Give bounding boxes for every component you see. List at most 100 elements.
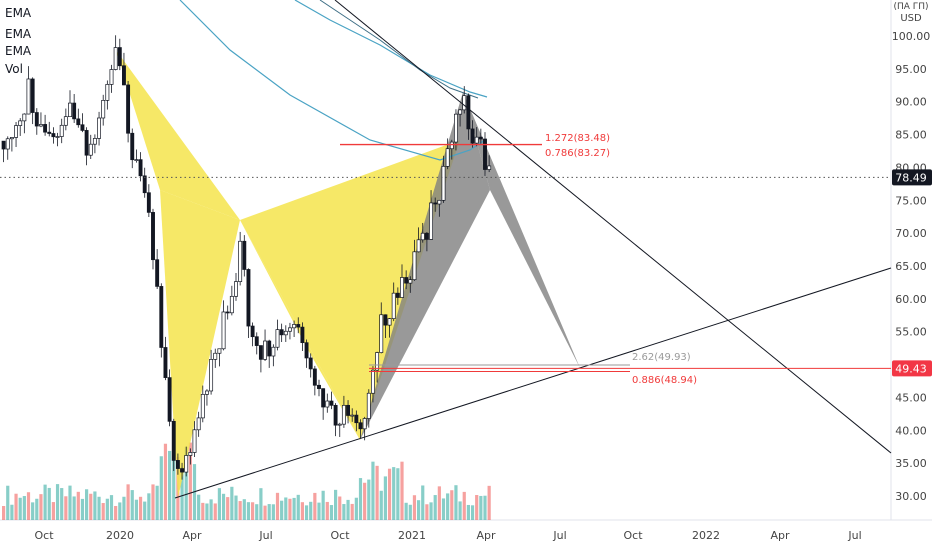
candle — [146, 184, 151, 218]
volume-bar — [80, 498, 85, 520]
volume-bar — [118, 502, 122, 520]
volume-bar — [14, 493, 18, 520]
candle-body — [308, 357, 313, 370]
volume-bar — [446, 493, 450, 520]
candle-body — [329, 400, 334, 406]
candle-body — [134, 159, 139, 161]
candle-body — [26, 78, 31, 115]
candle-body — [146, 192, 151, 213]
candle — [258, 345, 263, 373]
candle-body — [188, 452, 193, 456]
candle-body — [192, 429, 197, 453]
candle — [254, 332, 259, 355]
candle-body — [234, 281, 238, 297]
volume-bar — [358, 478, 363, 520]
x-tick-label: Oct — [34, 529, 54, 542]
legend-ema-2[interactable]: EMA — [5, 27, 32, 41]
candle — [30, 77, 35, 125]
candle — [22, 113, 27, 134]
candle — [217, 348, 222, 367]
current-price-badge[interactable]: 78.49 — [892, 169, 932, 186]
candles — [1, 35, 492, 480]
candle-body — [383, 314, 388, 326]
candle-body — [209, 359, 214, 392]
candle — [458, 109, 463, 127]
current-price-value: 78.49 — [895, 171, 927, 184]
candle — [171, 418, 176, 472]
candle — [263, 329, 268, 362]
volume-bar — [396, 468, 400, 520]
price-axis-area[interactable] — [891, 0, 932, 520]
candle — [76, 108, 81, 128]
candle — [379, 302, 384, 354]
candle-body — [43, 124, 48, 133]
candle — [478, 128, 483, 144]
candle — [151, 208, 155, 270]
candle — [213, 348, 218, 368]
candle-body — [113, 47, 118, 70]
ema-long-line — [179, 0, 486, 161]
candle-body — [258, 345, 263, 360]
candle-body — [375, 352, 380, 371]
candle — [470, 120, 475, 148]
candle-body — [34, 112, 39, 127]
ema-lines — [179, 0, 488, 161]
candle — [238, 231, 243, 286]
candle-body — [225, 311, 230, 314]
x-tick-label: 2022 — [692, 529, 720, 542]
candle-body — [254, 336, 259, 346]
candle-body — [454, 113, 458, 143]
volume-bar — [130, 490, 134, 520]
level-price-badge[interactable]: 49.43 — [892, 360, 932, 377]
candle — [68, 90, 72, 118]
volume-bar — [263, 505, 267, 520]
legend-ema-1[interactable]: EMA — [5, 6, 32, 20]
volume-bar — [275, 492, 280, 520]
candle-body — [200, 393, 205, 419]
candle — [333, 403, 338, 437]
candle — [130, 128, 135, 169]
candle — [180, 462, 184, 480]
candle — [200, 385, 205, 423]
volume-bar — [2, 506, 6, 520]
candle-body — [101, 100, 106, 119]
candle-body — [213, 352, 218, 360]
legend-vol[interactable]: Vol — [5, 62, 23, 76]
volume-bar — [97, 496, 101, 520]
x-tick-label: Oct — [330, 529, 350, 542]
candle — [121, 52, 126, 86]
volume-bar — [454, 485, 458, 520]
candle — [163, 336, 168, 381]
candle — [188, 448, 193, 465]
y-tick-label: 100.00 — [892, 30, 931, 43]
volume-bar — [85, 489, 89, 520]
volume-bar — [221, 493, 226, 520]
y-tick-label: 55.00 — [895, 326, 927, 339]
volume-bar — [39, 494, 43, 520]
candle — [412, 239, 417, 281]
volume-bar — [441, 498, 446, 520]
candle-body — [1, 140, 6, 150]
volume-bar — [238, 501, 242, 520]
candle-body — [246, 269, 251, 327]
candle-body — [14, 125, 18, 138]
candle — [1, 140, 6, 163]
resistance-trendline — [334, 0, 892, 454]
volume-bar — [47, 487, 51, 520]
candle — [38, 112, 43, 128]
candle-body — [167, 377, 172, 422]
volume-bar — [155, 485, 159, 520]
candle — [404, 270, 409, 290]
candle-body — [155, 259, 160, 287]
candle — [420, 222, 425, 243]
candle — [300, 322, 305, 352]
level-price-value: 49.43 — [895, 362, 927, 375]
candle — [308, 353, 313, 378]
candle-body — [487, 165, 492, 170]
volume-bar — [475, 495, 479, 520]
volume-bar — [329, 505, 334, 520]
volume-bar — [325, 501, 329, 520]
legend-ema-3[interactable]: EMA — [5, 44, 32, 58]
candle-body — [483, 138, 487, 170]
